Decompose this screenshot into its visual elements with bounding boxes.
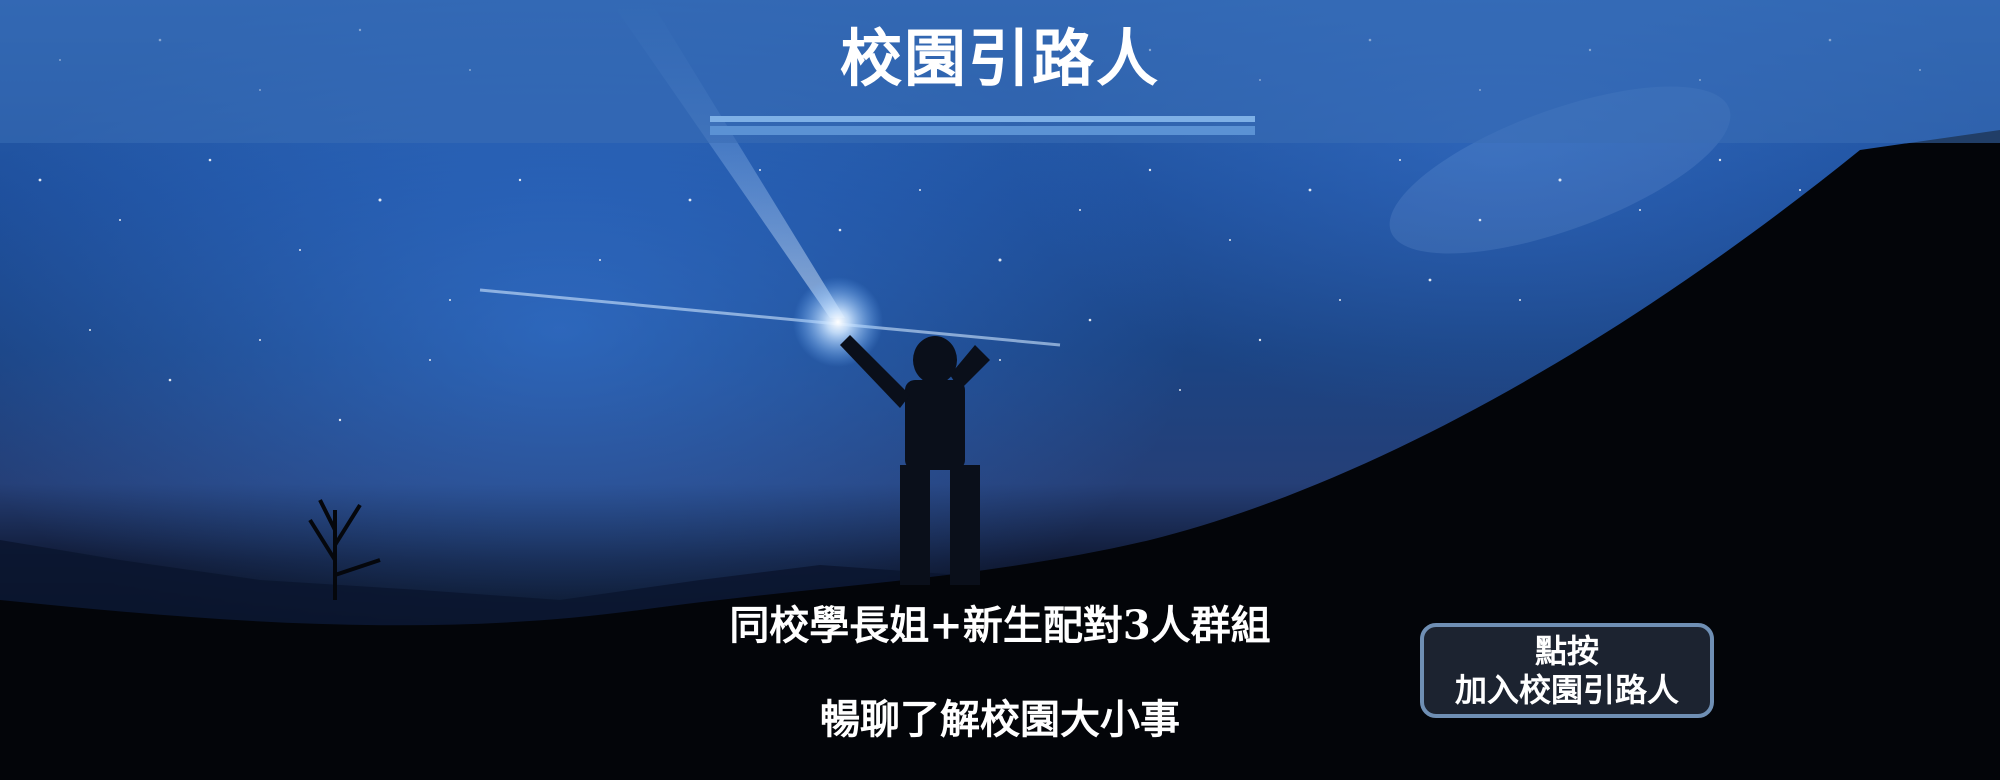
- flashlight-glow: [793, 277, 883, 367]
- tagline-line-1: 同校學長姐+新生配對3人群組: [729, 602, 1271, 649]
- title-underline: [710, 116, 1255, 136]
- tree-silhouette: [308, 499, 381, 600]
- tagline-line-2: 暢聊了解校園大小事: [820, 696, 1180, 743]
- underline-bottom: [710, 126, 1255, 135]
- page-title: 校園引路人: [839, 22, 1160, 95]
- light-flare: [479, 288, 1061, 347]
- person-silhouette: [840, 335, 990, 585]
- join-button-line-1: 點按: [1534, 632, 1599, 671]
- join-button-line-2: 加入校園引路人: [1454, 670, 1679, 709]
- underline-top: [710, 116, 1255, 122]
- join-button[interactable]: 點按 加入校園引路人: [1420, 623, 1714, 718]
- hillside: [0, 130, 2000, 780]
